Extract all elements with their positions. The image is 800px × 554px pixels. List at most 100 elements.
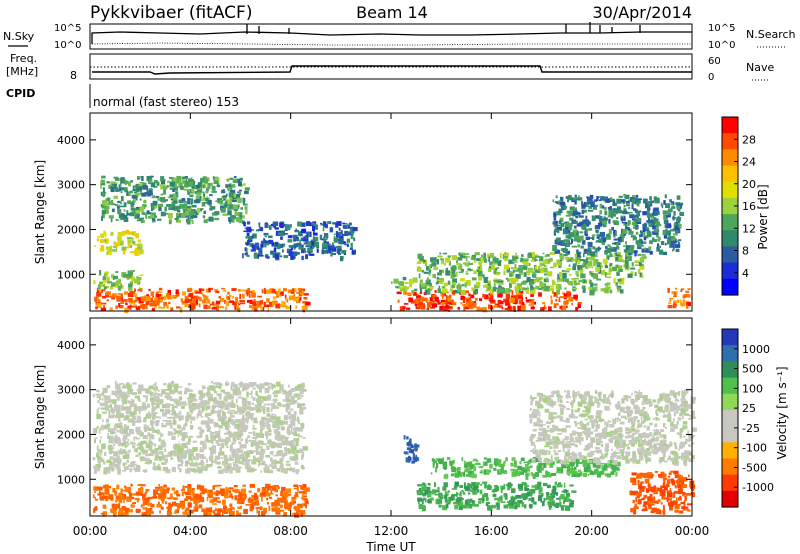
nsky-frame — [89, 23, 693, 50]
velocity-cell-r1 — [241, 426, 247, 433]
velocity-cell-r0 — [207, 492, 210, 498]
velocity-cell-r1 — [96, 466, 101, 472]
power-cell-r5 — [465, 304, 471, 308]
velocity-cell-r1 — [111, 447, 115, 450]
power-cell-r4 — [343, 223, 348, 225]
power-cell-r6 — [581, 285, 586, 289]
velocity-cell-r0 — [166, 489, 170, 492]
power-cell-r2 — [129, 251, 134, 253]
power-cell-r8 — [653, 207, 659, 212]
velocity-cell-r1 — [300, 395, 304, 397]
velocity-cell-r1 — [291, 432, 295, 435]
power-cell-r7 — [456, 271, 458, 277]
power-cell-r8 — [599, 210, 602, 215]
velocity-cell-r1 — [230, 403, 236, 408]
power-cell-r0 — [292, 288, 297, 292]
power-cell-r7 — [604, 272, 607, 278]
velocity-cell-r4 — [501, 467, 504, 473]
power-cell-r0 — [179, 307, 183, 313]
power-cell-r4 — [320, 223, 326, 226]
velocity-cell-r1 — [240, 418, 246, 424]
velocity-cell-r0 — [120, 490, 123, 495]
power-cell-r9 — [674, 287, 678, 290]
velocity-cell-r1 — [194, 457, 199, 461]
power-cell-r5 — [533, 301, 536, 305]
velocity-cell-r0 — [124, 509, 128, 514]
velocity-cell-r3 — [569, 498, 572, 502]
power-cell-r4 — [329, 227, 334, 233]
velocity-cell-r0 — [259, 506, 263, 511]
power-cell-r6 — [604, 288, 609, 294]
velocity-cell-r3 — [516, 494, 521, 499]
velocity-cell-r0 — [206, 497, 209, 501]
velocity-cell-r3 — [442, 505, 448, 511]
power-cell-r4 — [258, 222, 261, 228]
velocity-cell-r0 — [147, 510, 153, 515]
velocity-cell-r1 — [187, 467, 190, 470]
nave-tick-low: 0 — [708, 72, 714, 83]
power-cell-r5 — [575, 298, 578, 301]
velocity-cell-r1 — [240, 438, 244, 441]
velocity-cell-r1 — [124, 415, 130, 419]
velocity-cell-r3 — [422, 504, 426, 511]
velocity-cell-r3 — [553, 492, 556, 498]
velocity-cell-r1 — [214, 410, 217, 414]
power-cell-r8 — [674, 222, 679, 227]
power-cell-r5 — [443, 299, 450, 305]
velocity-cell-r3 — [434, 482, 436, 488]
velocity-cell-r4 — [463, 471, 465, 477]
power-cell-r8 — [629, 247, 634, 251]
velocity-cell-r1 — [141, 449, 147, 455]
power-cell-r7 — [495, 268, 498, 271]
power-cell-r0 — [284, 294, 287, 299]
velocity-cell-r3 — [439, 494, 444, 498]
velocity-cell-r1 — [147, 432, 151, 437]
velocity-cell-r1 — [180, 452, 183, 454]
velocity-cell-r1 — [211, 460, 213, 466]
velocity-cell-r1 — [200, 429, 205, 431]
power-cell-r6 — [509, 278, 515, 282]
velocity-cell-r1 — [196, 435, 202, 438]
velocity-cell-r3 — [547, 502, 550, 505]
power-cell-r4 — [313, 224, 318, 230]
power-cell-r8 — [616, 242, 619, 248]
power-cell-r3 — [140, 219, 143, 223]
power-cell-r8 — [592, 246, 596, 250]
power-cell-r0 — [147, 297, 152, 302]
power-cell-r8 — [618, 195, 624, 198]
velocity-cell-r4 — [454, 472, 460, 478]
velocity-cell-r1 — [247, 416, 252, 419]
velocity-cell-r1 — [154, 412, 158, 414]
power-cell-r8 — [552, 248, 558, 252]
velocity-cell-r1 — [145, 399, 148, 402]
power-cell-r0 — [102, 295, 107, 299]
velocity-cell-r3 — [506, 501, 511, 503]
velocity-cell-r1 — [205, 460, 208, 463]
power-cell-r0 — [215, 300, 220, 305]
velocity-cell-r1 — [136, 407, 139, 411]
power-cell-r8 — [632, 195, 636, 199]
velocity-cell-r0 — [113, 512, 117, 517]
power-cell-r4 — [288, 245, 294, 248]
power-cell-r8 — [648, 213, 652, 217]
power-cell-r8 — [625, 227, 630, 231]
power-cell-r0 — [232, 296, 235, 299]
power-cell-r6 — [613, 278, 616, 284]
velocity-cell-r4 — [601, 462, 604, 465]
power-cell-r4 — [350, 234, 354, 240]
velocity-cell-r1 — [151, 401, 154, 407]
velocity-cell-r1 — [154, 420, 160, 426]
velocity-cell-r1 — [232, 436, 236, 442]
velocity-cell-r3 — [417, 484, 422, 487]
power-cell-r2 — [117, 236, 122, 241]
velocity-cell-r1 — [133, 448, 138, 452]
velocity-cell-r1 — [218, 384, 222, 390]
power-cell-r5 — [450, 299, 454, 302]
velocity-cell-r1 — [108, 410, 111, 415]
velocity-cell-r1 — [158, 445, 163, 451]
velocity-cell-r0 — [251, 501, 256, 505]
power-cell-r4 — [308, 251, 311, 256]
power-cell-r8 — [631, 250, 634, 254]
velocity-cell-r0 — [304, 487, 310, 492]
power-cell-r7 — [522, 261, 528, 264]
